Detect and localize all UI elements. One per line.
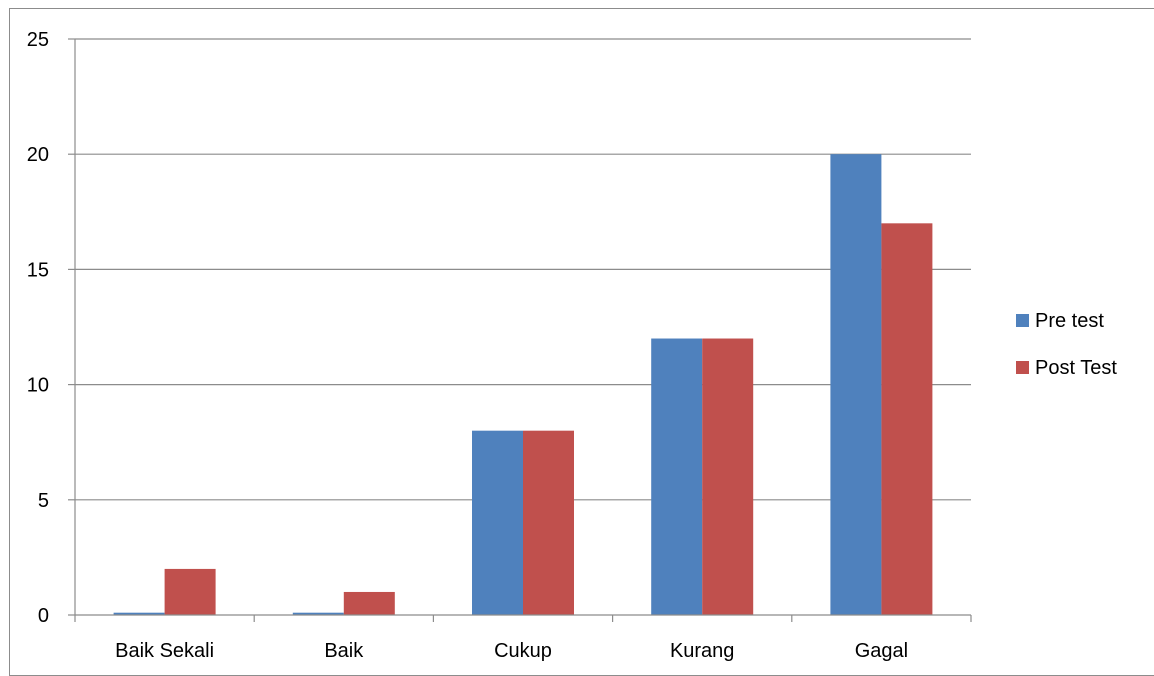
bar-post-test-cukup (523, 430, 574, 615)
bar-pre-test-gagal (830, 154, 882, 615)
gridlines (75, 38, 971, 501)
legend-swatch (1016, 361, 1029, 374)
legend: Pre test Post Test (1016, 310, 1117, 379)
x-tick-label: Cukup (494, 640, 552, 662)
x-tick-label: Baik (324, 640, 364, 662)
bar-post-test-gagal (881, 223, 933, 615)
bar-pre-test-baik (292, 612, 344, 615)
bars (113, 154, 933, 615)
y-tick-label: 0 (38, 605, 49, 627)
axes (68, 38, 972, 622)
legend-label: Post Test (1035, 357, 1117, 379)
bar-post-test-kurang (702, 338, 754, 615)
x-tick-labels: Baik Sekali Baik Cukup Kurang Gagal (115, 640, 908, 662)
legend-label: Pre test (1035, 310, 1104, 332)
y-tick-label: 15 (27, 259, 49, 281)
bar-pre-test-baik-sekali (113, 612, 165, 615)
legend-swatch (1016, 314, 1029, 327)
y-tick-label: 25 (27, 29, 49, 51)
x-tick-label: Gagal (855, 640, 908, 662)
bar-pre-test-cukup (472, 430, 523, 615)
y-tick-label: 20 (27, 144, 49, 166)
y-tick-labels: 0 5 10 15 20 25 (27, 29, 49, 627)
y-tick-label: 10 (27, 375, 49, 397)
bar-post-test-baik-sekali (164, 568, 216, 615)
bar-post-test-baik (343, 591, 395, 615)
x-tick-label: Kurang (670, 640, 735, 662)
y-tick-label: 5 (38, 490, 49, 512)
x-tick-label: Baik Sekali (115, 640, 214, 662)
bar-pre-test-kurang (651, 338, 703, 615)
